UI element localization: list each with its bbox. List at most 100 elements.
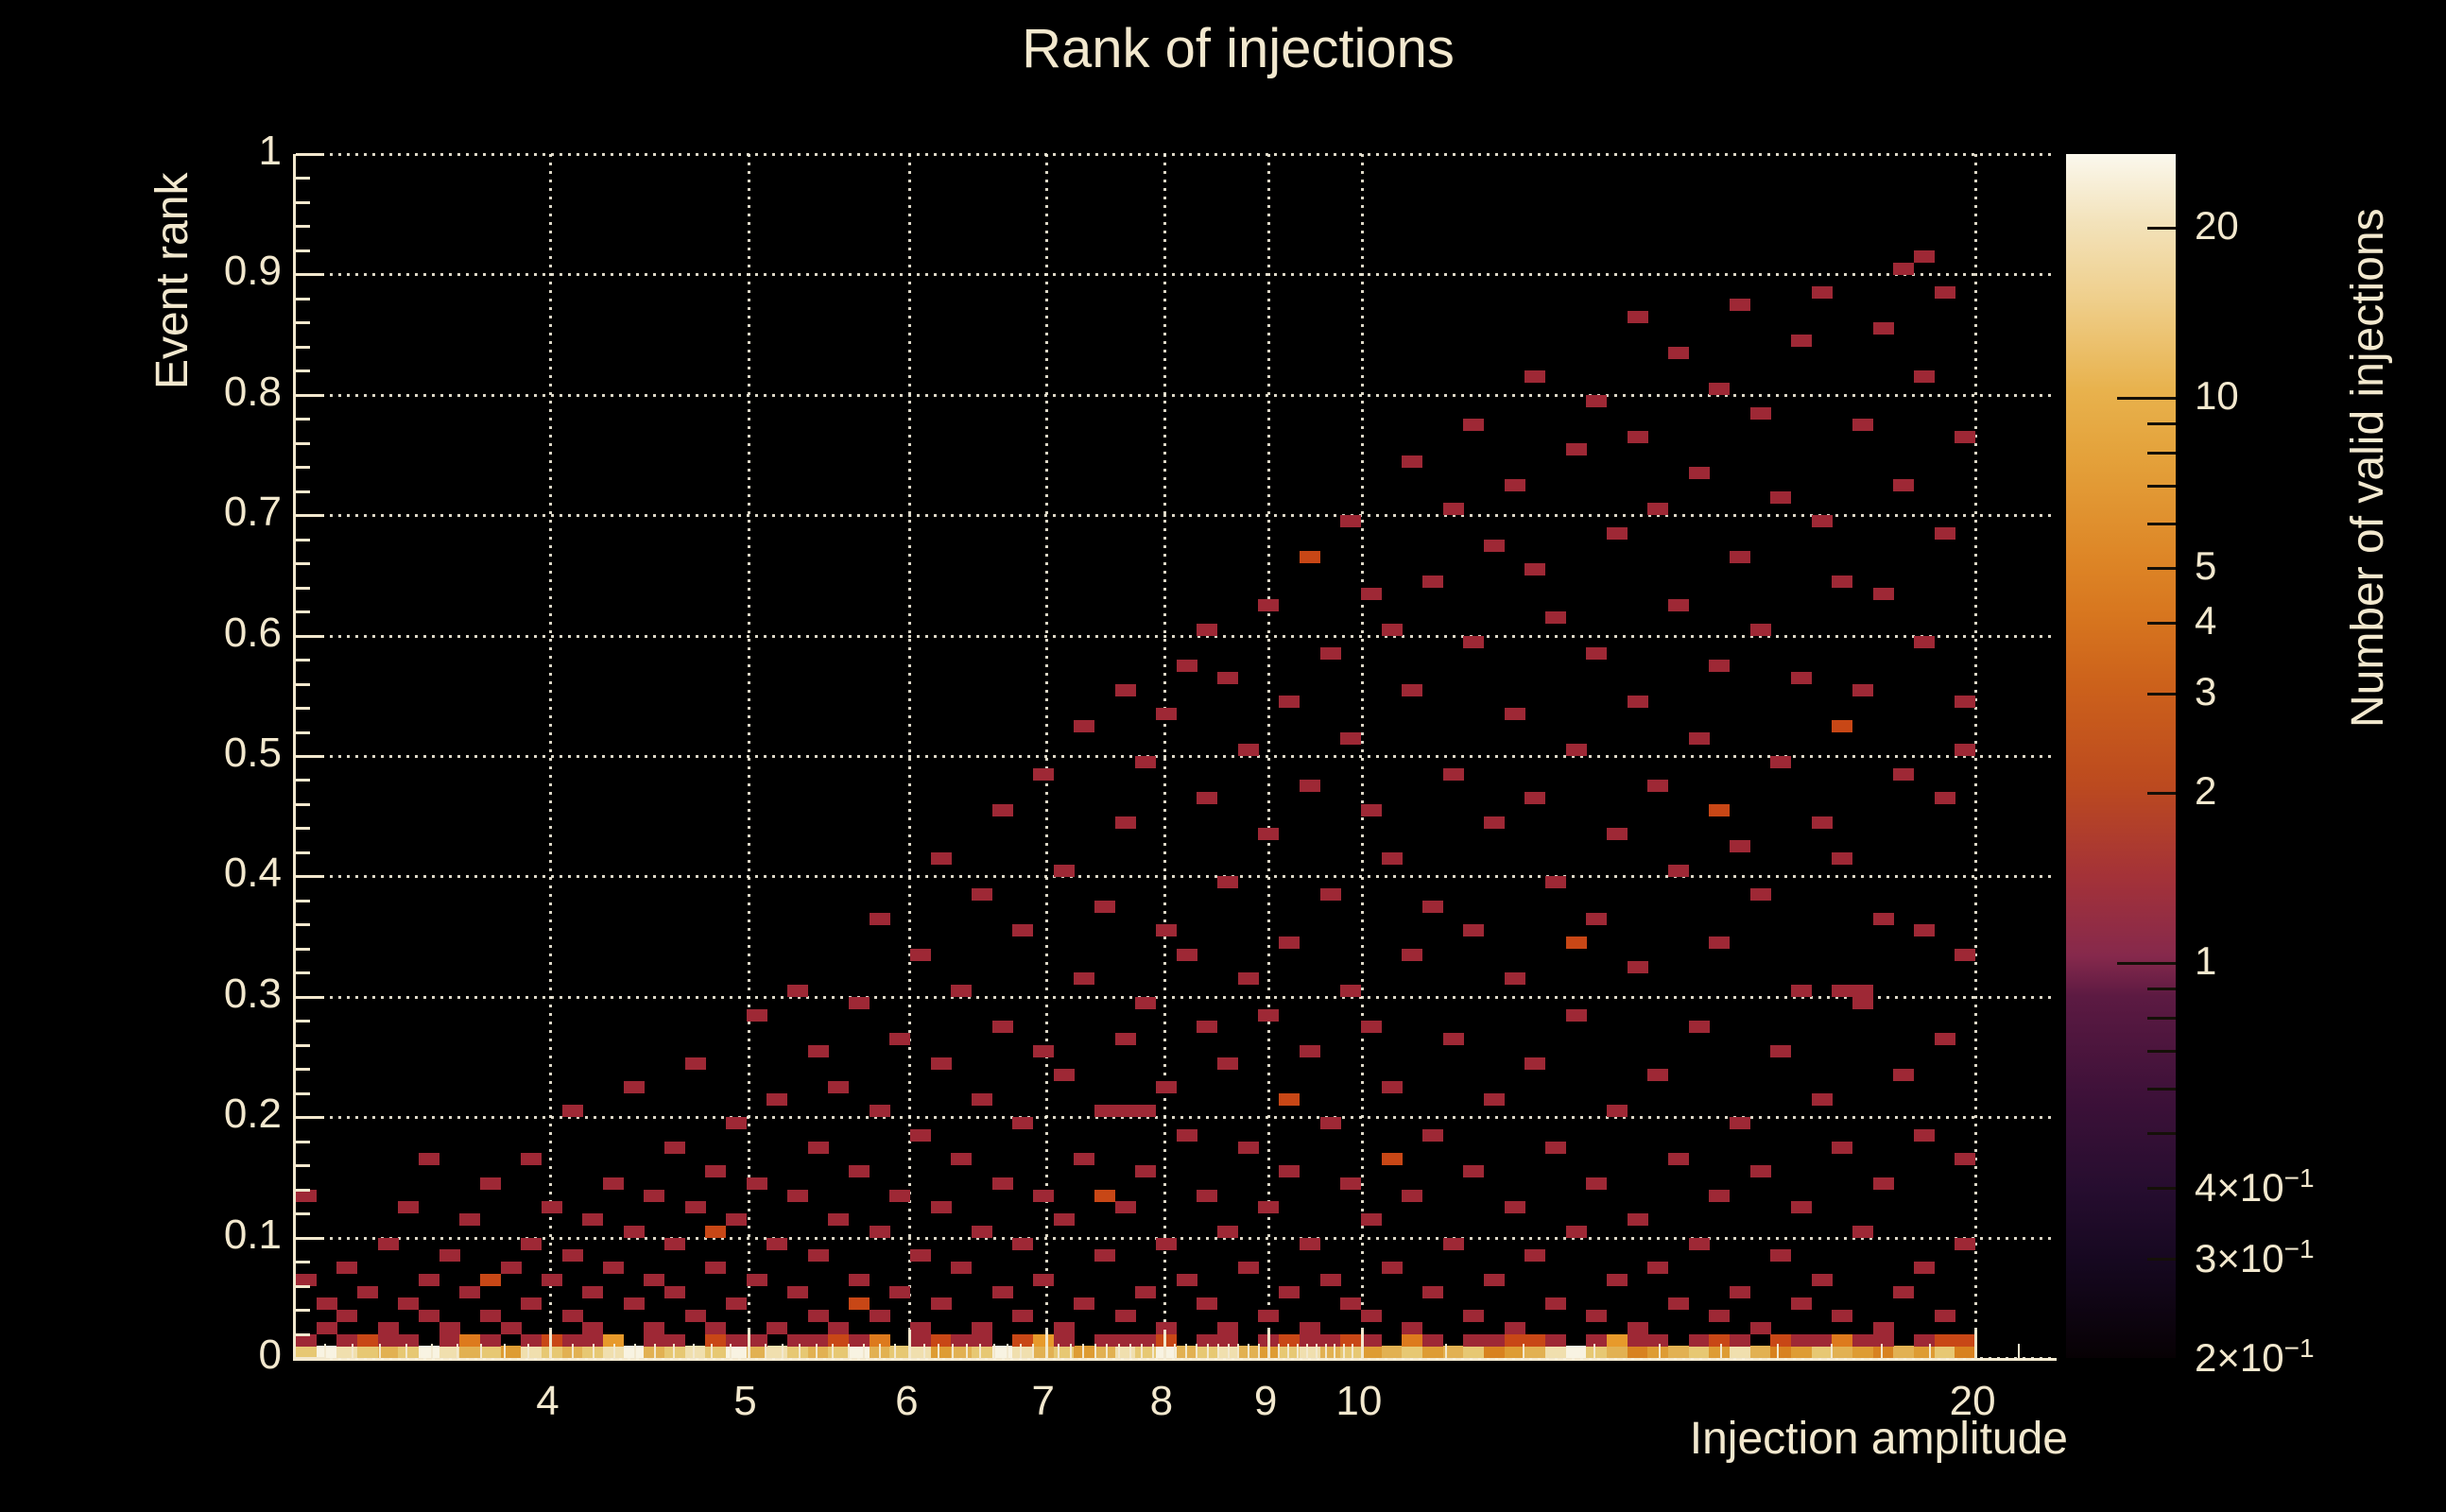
heatmap-cell bbox=[1074, 1297, 1094, 1310]
heatmap-cell bbox=[972, 1346, 992, 1358]
heatmap-cell bbox=[1094, 901, 1115, 913]
heatmap-cell bbox=[1463, 1334, 1484, 1347]
y-gridline bbox=[296, 1357, 2057, 1360]
colorbar-tick-label: 1 bbox=[2195, 938, 2217, 984]
heatmap-cell bbox=[459, 1334, 480, 1347]
heatmap-cell bbox=[1320, 888, 1341, 901]
heatmap-cell bbox=[767, 1346, 787, 1358]
heatmap-cell bbox=[644, 1190, 664, 1202]
heatmap-cell bbox=[1300, 1322, 1320, 1334]
x-minor-tick bbox=[711, 1344, 714, 1358]
x-minor-tick bbox=[2017, 1344, 2020, 1358]
heatmap-cell bbox=[1709, 1334, 1730, 1347]
heatmap-cell bbox=[1935, 1033, 1955, 1045]
y-tick bbox=[296, 441, 310, 445]
heatmap-cell bbox=[1832, 1346, 1852, 1358]
heatmap-cell bbox=[603, 1346, 624, 1358]
y-tick bbox=[296, 369, 310, 373]
heatmap-cell bbox=[480, 1177, 501, 1190]
heatmap-cell bbox=[1115, 1033, 1136, 1045]
x-minor-tick bbox=[613, 1344, 616, 1358]
heatmap-cell bbox=[1238, 1142, 1259, 1154]
y-tick bbox=[296, 1188, 310, 1192]
colorbar-tick bbox=[2117, 962, 2176, 966]
heatmap-cell bbox=[1217, 1334, 1238, 1347]
heatmap-cell bbox=[992, 1286, 1013, 1298]
heatmap-cell bbox=[1709, 804, 1730, 816]
colorbar-tick-label: 4 bbox=[2195, 597, 2217, 643]
heatmap-cell bbox=[1750, 407, 1771, 420]
heatmap-cell bbox=[787, 1334, 808, 1347]
heatmap-cell bbox=[1770, 1249, 1791, 1262]
heatmap-cell bbox=[1238, 744, 1259, 756]
colorbar-tick-label: 3×10−1 bbox=[2195, 1233, 2315, 1280]
heatmap-cell bbox=[1135, 997, 1156, 1009]
x-minor-tick bbox=[1174, 1344, 1177, 1358]
heatmap-cell bbox=[1115, 1310, 1136, 1322]
x-minor-tick bbox=[526, 1344, 529, 1358]
heatmap-cell bbox=[787, 1190, 808, 1202]
heatmap-cell bbox=[1484, 540, 1505, 552]
x-minor-tick bbox=[992, 1344, 995, 1358]
y-tick bbox=[296, 321, 310, 325]
heatmap-cell bbox=[1709, 660, 1730, 672]
heatmap-cell bbox=[1893, 479, 1914, 491]
heatmap-cell bbox=[1156, 1238, 1177, 1250]
heatmap-cell bbox=[1279, 1346, 1300, 1358]
heatmap-cell bbox=[1094, 1190, 1115, 1202]
heatmap-cell bbox=[582, 1322, 603, 1334]
heatmap-cell bbox=[808, 1346, 829, 1358]
heatmap-cell bbox=[1914, 924, 1935, 936]
heatmap-cell bbox=[1545, 1142, 1566, 1154]
heatmap-cell bbox=[1668, 1297, 1689, 1310]
heatmap-cell bbox=[419, 1274, 439, 1286]
x-gridline bbox=[1044, 154, 1048, 1358]
heatmap-cell bbox=[685, 1201, 706, 1213]
heatmap-cell bbox=[889, 1346, 910, 1358]
heatmap-cell bbox=[1177, 660, 1197, 672]
heatmap-cell bbox=[1012, 1310, 1033, 1322]
heatmap-cell bbox=[459, 1213, 480, 1226]
heatmap-cell bbox=[808, 1334, 829, 1347]
heatmap-cell bbox=[664, 1334, 685, 1347]
x-tick-label: 20 bbox=[1949, 1378, 1996, 1424]
heatmap-cell bbox=[1852, 1334, 1873, 1347]
heatmap-cell bbox=[357, 1334, 378, 1347]
heatmap-cell bbox=[1524, 563, 1545, 576]
heatmap-cell bbox=[1054, 1213, 1075, 1226]
heatmap-cell bbox=[1217, 1226, 1238, 1238]
heatmap-cell bbox=[1258, 1009, 1279, 1022]
heatmap-cell bbox=[1012, 1238, 1033, 1250]
x-gridline bbox=[1267, 154, 1271, 1358]
heatmap-cell bbox=[1320, 1334, 1341, 1347]
heatmap-cell bbox=[910, 1129, 931, 1142]
x-minor-tick bbox=[1248, 1344, 1250, 1358]
heatmap-cell bbox=[1012, 1117, 1033, 1129]
heatmap-cell bbox=[1566, 1009, 1587, 1022]
heatmap-cell bbox=[1484, 816, 1505, 829]
heatmap-cell bbox=[705, 1226, 726, 1238]
heatmap-cell bbox=[1770, 1334, 1791, 1347]
heatmap-cell bbox=[1382, 624, 1403, 636]
heatmap-cell bbox=[1628, 1346, 1648, 1358]
x-minor-tick bbox=[431, 1344, 434, 1358]
heatmap-cell bbox=[501, 1322, 522, 1334]
y-tick bbox=[296, 827, 310, 831]
y-tick bbox=[296, 1357, 324, 1360]
heatmap-cell bbox=[542, 1201, 562, 1213]
x-minor-tick bbox=[504, 1344, 507, 1358]
x-tick bbox=[549, 1330, 553, 1358]
heatmap-cell bbox=[1012, 1334, 1033, 1347]
heatmap-cell bbox=[1505, 479, 1525, 491]
heatmap-cell bbox=[1484, 1093, 1505, 1106]
heatmap-cell bbox=[644, 1274, 664, 1286]
heatmap-cell bbox=[1852, 997, 1873, 1009]
x-minor-tick bbox=[1070, 1344, 1073, 1358]
heatmap-cell bbox=[1955, 1334, 1975, 1347]
heatmap-cell bbox=[521, 1346, 542, 1358]
heatmap-cell bbox=[951, 1153, 972, 1165]
x-gridline bbox=[1974, 154, 1978, 1358]
heatmap-cell bbox=[1586, 1177, 1607, 1190]
heatmap-cell bbox=[1873, 1334, 1894, 1347]
x-gridline bbox=[747, 154, 750, 1358]
